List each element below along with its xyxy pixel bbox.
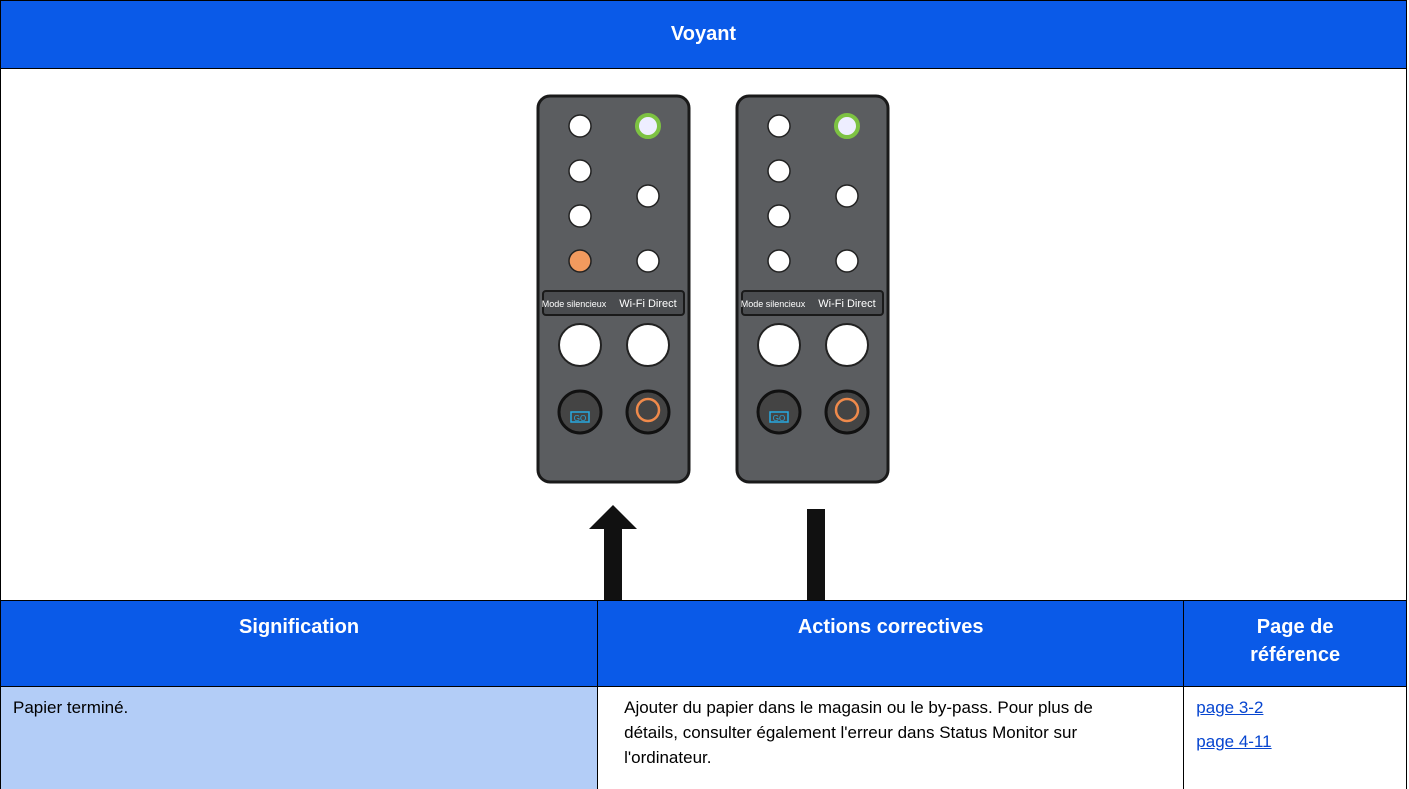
button-label: Wi-Fi Direct (818, 298, 875, 310)
section-title: Voyant (1, 0, 1406, 69)
indicator (636, 184, 660, 208)
page-link[interactable]: page 3-2 (1196, 698, 1264, 717)
indicator (834, 113, 860, 139)
indicator (568, 114, 592, 138)
header-cell: Signification (1, 601, 599, 687)
label-bar (542, 290, 685, 316)
table-row: Papier terminé. Ajouter du papier dans l… (1, 687, 1406, 789)
go-label: GO (773, 414, 785, 423)
stop-icon (635, 397, 661, 423)
button (558, 323, 602, 367)
go-label: GO (574, 414, 586, 423)
go-box (769, 411, 789, 423)
indicator (767, 114, 791, 138)
illustration: Mode silencieux Wi-Fi Direct GO Mode silenc… (1, 69, 1406, 641)
action-cell: Ajouter du papier dans le magasin ou le … (598, 687, 1185, 789)
go-box (570, 411, 590, 423)
indicator (636, 249, 660, 273)
reference-cell: page 3-2 page 4-11 (1184, 687, 1406, 789)
indicator (635, 113, 661, 139)
label-bar (741, 290, 884, 316)
indicator (767, 249, 791, 273)
page-link[interactable]: page 4-11 (1196, 732, 1272, 751)
stop-icon (834, 397, 860, 423)
button (757, 323, 801, 367)
indicator (767, 204, 791, 228)
header-cell: Page de référence (1184, 601, 1406, 687)
button (825, 323, 869, 367)
indicator (767, 159, 791, 183)
button-label: Mode silencieux (542, 299, 607, 309)
indicator (568, 159, 592, 183)
button-label: Wi-Fi Direct (619, 298, 676, 310)
button (625, 389, 671, 435)
indicator (835, 249, 859, 273)
button (824, 389, 870, 435)
button-label: Mode silencieux (741, 299, 806, 309)
indicator (568, 249, 592, 273)
indicator (568, 204, 592, 228)
panel-illustration: Mode silencieux Wi-Fi Direct GO Mode silenc… (536, 94, 890, 641)
button (626, 323, 670, 367)
arrow (604, 509, 825, 641)
table-header: Signification Actions correctives Page d… (1, 601, 1406, 687)
arrowhead (589, 505, 637, 529)
meaning-cell: Papier terminé. (1, 687, 599, 789)
indicator (835, 184, 859, 208)
header-cell: Actions correctives (598, 601, 1185, 687)
